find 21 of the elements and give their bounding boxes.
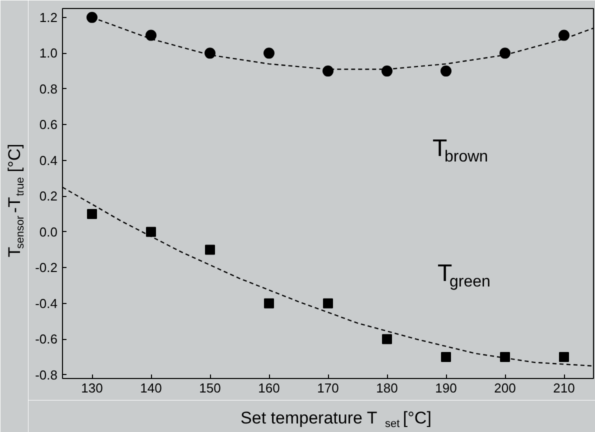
- x-tick-label: 160: [258, 380, 280, 396]
- y-tick-label: -0.6: [35, 332, 58, 347]
- x-tick-label: 190: [435, 380, 457, 396]
- y-tick-label: -0.8: [35, 367, 58, 382]
- x-tick-label: 170: [317, 380, 339, 396]
- y-tick-label: -0.4: [35, 296, 58, 311]
- y-tick-label: 1.0: [39, 46, 58, 61]
- x-tick-label: 210: [553, 380, 575, 396]
- y-tick-label: 0.8: [39, 81, 58, 96]
- x-tick-label: 180: [376, 380, 398, 396]
- x-tick-label: 140: [140, 380, 162, 396]
- y-tick-label: 0.6: [39, 117, 58, 132]
- x-tick-label: 150: [199, 380, 221, 396]
- y-tick-label: -0.2: [35, 260, 58, 276]
- y-tick-label: 0.4: [39, 152, 58, 168]
- y-tick-label: 0.2: [39, 188, 58, 204]
- y-axis-title: Tsensor-Ttrue [°C]: [5, 144, 26, 258]
- x-tick-label: 130: [81, 380, 103, 396]
- x-tick-label: 200: [494, 380, 516, 396]
- y-tick-label: 0.0: [39, 224, 58, 240]
- y-tick-label: 1.2: [39, 10, 58, 25]
